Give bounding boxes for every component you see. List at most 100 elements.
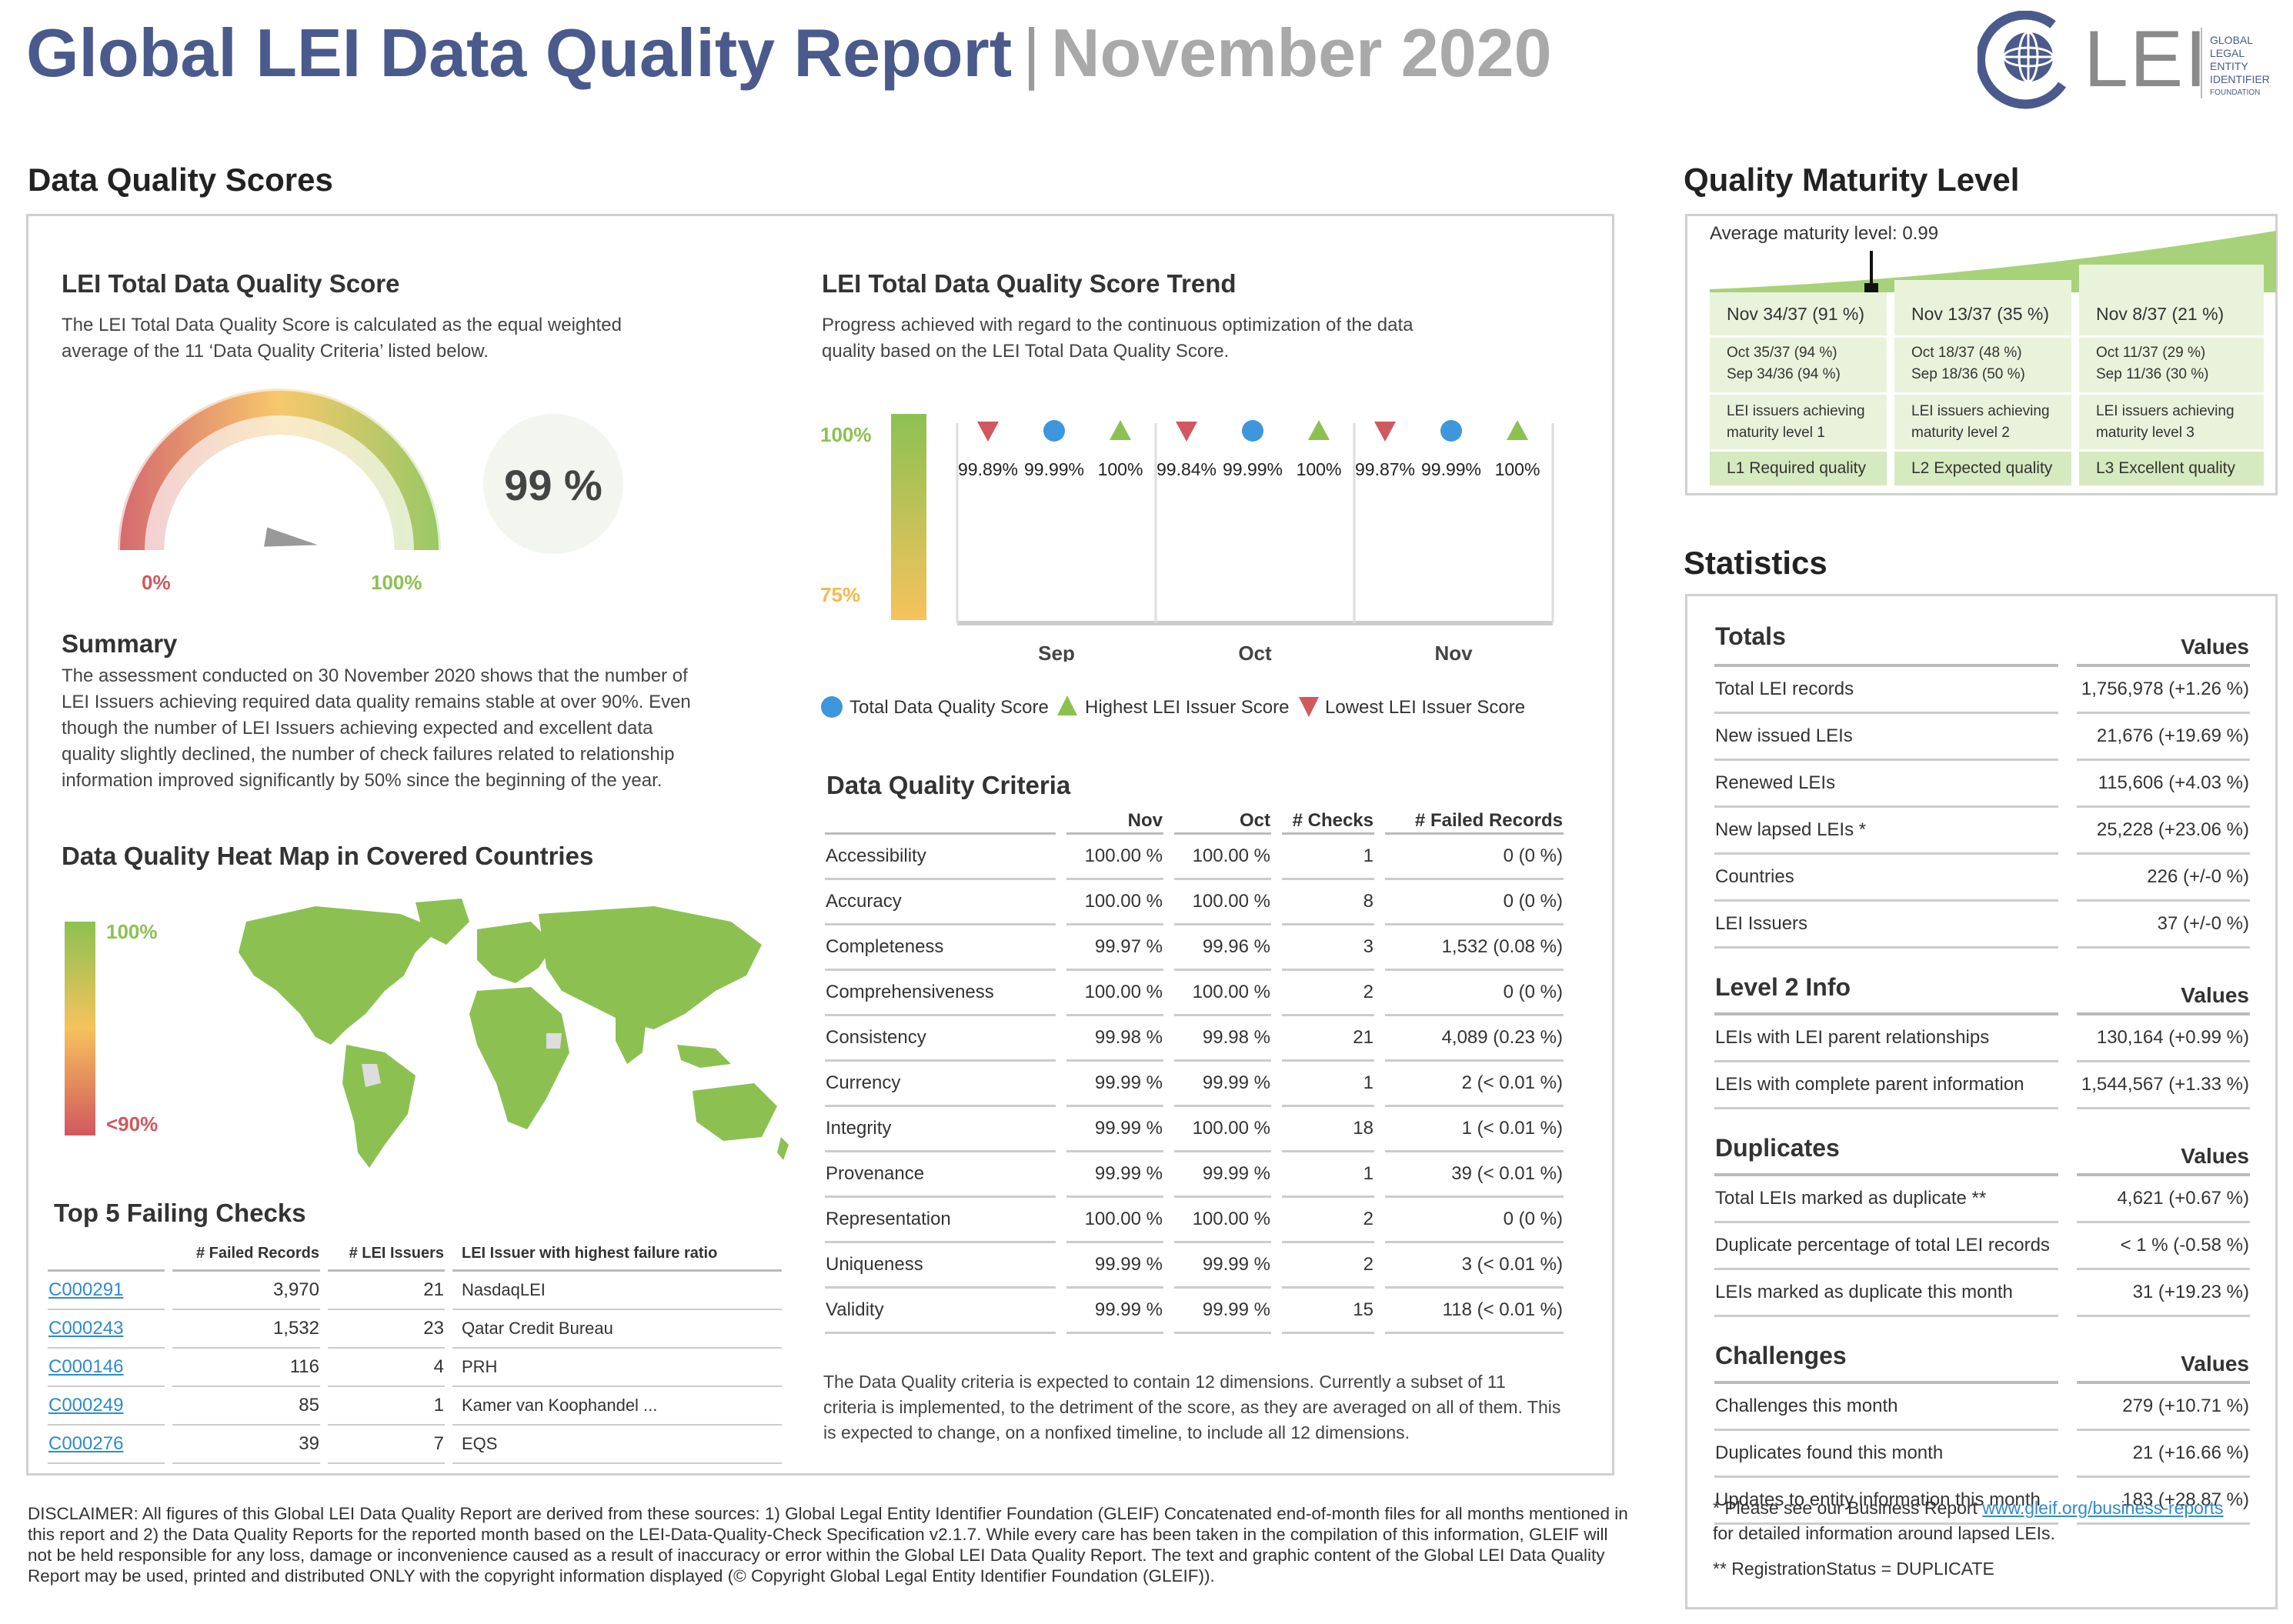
table-row: C000276 39 7 EQS	[48, 1426, 782, 1464]
gauge-max-label: 100%	[371, 571, 422, 594]
stats-value: 25,228 (+23.06 %)	[2076, 808, 2250, 855]
business-report-link[interactable]: www.gleif.org/business-reports	[1982, 1498, 2224, 1518]
criteria-failed: 0 (0 %)	[1385, 1198, 1564, 1243]
maturity-col-l3	[2079, 265, 2264, 480]
trend-scale-bottom: 75%	[820, 583, 861, 606]
issuer-count: 23	[328, 1310, 445, 1349]
criteria-row: Completeness 99.97 % 99.96 % 3 1,532 (0.08 %…	[825, 925, 1564, 971]
stats-row: LEIs with complete parent information 1,5…	[1714, 1062, 2250, 1109]
stats-value: 21 (+16.66 %)	[2076, 1431, 2250, 1478]
criteria-row: Currency 99.99 % 99.99 % 1 2 (< 0.01 %)	[825, 1062, 1564, 1107]
criteria-nov: 99.99 %	[1066, 1107, 1163, 1152]
criteria-oct: 100.00 %	[1174, 971, 1271, 1016]
stats-label: Total LEI records	[1714, 667, 2058, 714]
logo-text: LEI	[2084, 15, 2209, 104]
criteria-failed: 3 (< 0.01 %)	[1385, 1243, 1564, 1289]
maturity-nov: Nov 34/37 (91 %)	[1710, 292, 1887, 338]
maturity-col-l2	[1894, 280, 2071, 480]
table-row: C000243 1,532 23 Qatar Credit Bureau	[48, 1310, 782, 1349]
trend-marker	[1507, 420, 1528, 440]
stats-value: 115,606 (+4.03 %)	[2076, 761, 2250, 808]
criteria-oct: 99.99 %	[1174, 1062, 1271, 1107]
trend-chart: Sep 99.89% 99.99% 100% Oct 99.84% 99.99% 100% No…	[956, 420, 1554, 662]
criteria-oct: 100.00 %	[1174, 835, 1271, 880]
stats-row: LEIs marked as duplicate this month 31 (+…	[1714, 1270, 2250, 1317]
criteria-name: Validity	[825, 1289, 1056, 1334]
criteria-row: Integrity 99.99 % 100.00 % 18 1 (< 0.01 %)	[825, 1107, 1564, 1152]
criteria-nov: 99.99 %	[1066, 1062, 1163, 1107]
maturity-l3: Nov 8/37 (21 %) Oct 11/37 (29 %) Sep 11/3…	[2079, 292, 2264, 485]
legend-lowest: Lowest LEI Issuer Score	[1325, 697, 1526, 718]
criteria-note: The Data Quality criteria is expected to…	[823, 1372, 1561, 1442]
maturity-history: Oct 18/37 (48 %) Sep 18/36 (50 %)	[1894, 338, 2071, 395]
globe-icon	[1978, 11, 2066, 109]
stats-label: Total LEIs marked as duplicate **	[1714, 1176, 2058, 1223]
criteria-oct: 100.00 %	[1174, 880, 1271, 925]
trend-marker	[1110, 420, 1131, 440]
stats-row: Total LEI records 1,756,978 (+1.26 %)	[1714, 667, 2250, 714]
stats-label: New issued LEIs	[1714, 714, 2058, 761]
criteria-checks: 1	[1282, 1062, 1374, 1107]
criteria-checks: 1	[1282, 835, 1374, 880]
stats-label: Duplicate percentage of total LEI record…	[1714, 1223, 2058, 1270]
maturity-history: Oct 11/37 (29 %) Sep 11/36 (30 %)	[2079, 338, 2264, 395]
criteria-name: Completeness	[825, 925, 1056, 971]
stats-row: New issued LEIs 21,676 (+19.69 %)	[1714, 714, 2250, 761]
criteria-oct: 100.00 %	[1174, 1198, 1271, 1243]
check-link[interactable]: C000291	[48, 1279, 124, 1300]
check-link[interactable]: C000276	[48, 1433, 124, 1454]
summary-title: Summary	[62, 629, 178, 658]
stats-row: Duplicates found this month 21 (+16.66 %)	[1714, 1431, 2250, 1478]
criteria-failed: 4,089 (0.23 %)	[1385, 1016, 1564, 1062]
issuer-count: 21	[328, 1272, 445, 1310]
stats-label: Challenges this month	[1714, 1384, 2058, 1431]
criteria-row: Consistency 99.98 % 99.98 % 21 4,089 (0.23 %…	[825, 1016, 1564, 1062]
heatmap-legend-bar	[65, 922, 95, 1135]
total-score-title: LEI Total Data Quality Score	[62, 269, 400, 298]
table-row: C000146 116 4 PRH	[48, 1349, 782, 1387]
title-main: Global LEI Data Quality Report	[26, 15, 1013, 91]
criteria-checks: 2	[1282, 1243, 1374, 1289]
top5-title: Top 5 Failing Checks	[54, 1199, 306, 1227]
failed-records: 116	[172, 1349, 320, 1387]
check-link[interactable]: C000249	[48, 1395, 124, 1416]
check-link[interactable]: C000243	[48, 1318, 124, 1339]
maturity-nov: Nov 8/37 (21 %)	[2079, 292, 2264, 338]
dqs-panel	[26, 214, 1614, 1476]
trend-category-label: Nov	[1434, 642, 1473, 662]
issuer-name: NasdaqLEI	[452, 1272, 782, 1310]
stats-value: 183 (+28.87 %)	[2076, 1478, 2250, 1525]
trend-marker	[977, 422, 999, 442]
issuer-name: PRH	[452, 1349, 782, 1387]
trend-value-label: 99.99%	[1421, 459, 1481, 479]
criteria-row: Accuracy 100.00 % 100.00 % 8 0 (0 %)	[825, 880, 1564, 925]
legend-highest: Highest LEI Issuer Score	[1085, 697, 1290, 718]
score-circle	[483, 414, 623, 554]
criteria-failed: 2 (< 0.01 %)	[1385, 1062, 1564, 1107]
maturity-history: Oct 35/37 (94 %) Sep 34/36 (94 %)	[1710, 338, 1887, 395]
maturity-marker	[1869, 251, 1873, 291]
criteria-nov: 99.99 %	[1066, 1243, 1163, 1289]
criteria-checks: 2	[1282, 971, 1374, 1016]
maturity-nov: Nov 13/37 (35 %)	[1894, 292, 2071, 338]
criteria-nov: 99.97 %	[1066, 925, 1163, 971]
trend-value-label: 99.84%	[1157, 459, 1217, 479]
criteria-name: Currency	[825, 1062, 1056, 1107]
check-link[interactable]: C000146	[48, 1356, 124, 1377]
logo-tagline: GLOBAL LEGAL ENTITY IDENTIFIER FOUNDATIO…	[2210, 34, 2270, 97]
score-gauge	[118, 388, 441, 550]
stats-group-header: Challenges Values	[1714, 1317, 2250, 1384]
maturity-desc: LEI issuers achieving maturity level 2	[1894, 395, 2071, 452]
trend-marker	[1440, 420, 1462, 442]
trend-desc: Progress achieved with regard to the con…	[822, 315, 1414, 362]
heatmap-legend-min: <90%	[106, 1112, 159, 1135]
stats-value: 1,544,567 (+1.33 %)	[2076, 1062, 2250, 1109]
stats-values-label: Values	[2076, 609, 2250, 667]
maturity-label: L2 Expected quality	[1894, 452, 2071, 485]
statistics-title: Statistics	[1684, 545, 1827, 581]
legend-total: Total Data Quality Score	[849, 697, 1049, 718]
criteria-nov: 100.00 %	[1066, 835, 1163, 880]
criteria-failed: 0 (0 %)	[1385, 880, 1564, 925]
criteria-header-oct: Oct	[1174, 788, 1271, 835]
stats-value: 1,756,978 (+1.26 %)	[2076, 667, 2250, 714]
